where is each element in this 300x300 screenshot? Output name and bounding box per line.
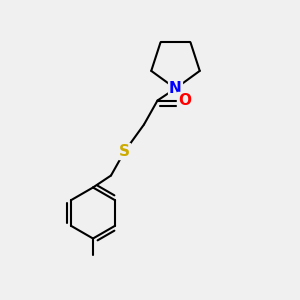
Text: S: S [119, 144, 130, 159]
Text: N: N [169, 81, 182, 96]
Text: O: O [178, 93, 191, 108]
